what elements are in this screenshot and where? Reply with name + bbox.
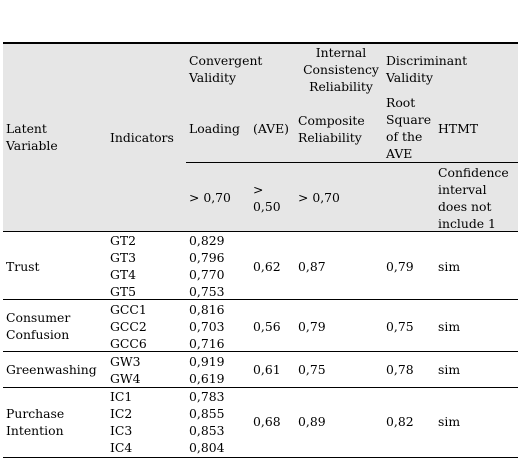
row-greenwashing-loading: 0,619 bbox=[189, 371, 225, 386]
header-loading: Loading bbox=[189, 121, 240, 136]
header-latent-variable: Latent Variable bbox=[6, 121, 58, 153]
row-consumer-confusion-indicator: GCC1 bbox=[110, 302, 147, 317]
header-internal-consistency: Internal Consistency Reliability bbox=[303, 45, 379, 94]
row-consumer-confusion-composite-reliability: 0,79 bbox=[298, 319, 326, 334]
row-greenwashing-htmt: sim bbox=[438, 362, 461, 377]
table-top-rule bbox=[3, 42, 518, 44]
header-root-square-ave: Root Square of the AVE bbox=[386, 95, 432, 161]
row-consumer-confusion-htmt: sim bbox=[438, 319, 461, 334]
row-purchase-intention-loading: 0,853 bbox=[189, 423, 225, 438]
row-greenwashing-variable: Greenwashing bbox=[6, 362, 97, 377]
row-rule-1 bbox=[3, 299, 518, 300]
row-purchase-intention-root-ave: 0,82 bbox=[386, 414, 414, 429]
row-consumer-confusion-loading: 0,703 bbox=[189, 319, 225, 334]
table-bottom-rule bbox=[3, 457, 518, 458]
row-greenwashing-loading: 0,919 bbox=[189, 354, 225, 369]
row-purchase-intention-variable: Purchase Intention bbox=[6, 406, 65, 438]
row-trust-root-ave: 0,79 bbox=[386, 259, 414, 274]
row-greenwashing-indicator: GW4 bbox=[110, 371, 141, 386]
row-trust-composite-reliability: 0,87 bbox=[298, 259, 326, 274]
row-trust-loading: 0,829 bbox=[189, 233, 225, 248]
row-purchase-intention-loading: 0,783 bbox=[189, 389, 225, 404]
row-consumer-confusion-loading: 0,716 bbox=[189, 336, 225, 351]
row-consumer-confusion-root-ave: 0,75 bbox=[386, 319, 414, 334]
header-convergent-validity: Convergent Validity bbox=[189, 53, 263, 85]
row-purchase-intention-indicator: IC4 bbox=[110, 440, 133, 455]
row-purchase-intention-indicator: IC2 bbox=[110, 406, 133, 421]
row-trust-indicator: GT4 bbox=[110, 267, 137, 282]
row-consumer-confusion-indicator: GCC2 bbox=[110, 319, 147, 334]
row-trust-ave: 0,62 bbox=[253, 259, 281, 274]
row-trust-loading: 0,796 bbox=[189, 250, 225, 265]
header-criteria-rule bbox=[186, 162, 518, 163]
header-discriminant-validity: Discriminant Validity bbox=[386, 53, 468, 85]
row-purchase-intention-loading: 0,804 bbox=[189, 440, 225, 455]
header-bottom-rule bbox=[3, 231, 518, 232]
row-trust-htmt: sim bbox=[438, 259, 461, 274]
row-trust-variable: Trust bbox=[6, 259, 40, 274]
row-consumer-confusion-indicator: GCC6 bbox=[110, 336, 147, 351]
row-trust-loading: 0,753 bbox=[189, 284, 225, 299]
row-greenwashing-indicator: GW3 bbox=[110, 354, 141, 369]
row-consumer-confusion-loading: 0,816 bbox=[189, 302, 225, 317]
header-ave: (AVE) bbox=[253, 121, 289, 136]
row-purchase-intention-indicator: IC1 bbox=[110, 389, 133, 404]
row-purchase-intention-composite-reliability: 0,89 bbox=[298, 414, 326, 429]
header-composite-reliability: Composite Reliability bbox=[298, 113, 365, 145]
row-greenwashing-root-ave: 0,78 bbox=[386, 362, 414, 377]
row-purchase-intention-indicator: IC3 bbox=[110, 423, 133, 438]
row-trust-indicator: GT2 bbox=[110, 233, 137, 248]
criterion-loading: > 0,70 bbox=[189, 190, 231, 205]
row-trust-indicator: GT5 bbox=[110, 284, 137, 299]
row-purchase-intention-htmt: sim bbox=[438, 414, 461, 429]
header-indicators: Indicators bbox=[110, 130, 174, 145]
row-trust-loading: 0,770 bbox=[189, 267, 225, 282]
row-consumer-confusion-variable: Consumer Confusion bbox=[6, 310, 71, 342]
row-greenwashing-ave: 0,61 bbox=[253, 362, 281, 377]
row-purchase-intention-ave: 0,68 bbox=[253, 414, 281, 429]
header-htmt: HTMT bbox=[438, 121, 479, 136]
criterion-composite-reliability: > 0,70 bbox=[298, 190, 340, 205]
row-rule-2 bbox=[3, 351, 518, 352]
row-consumer-confusion-ave: 0,56 bbox=[253, 319, 281, 334]
criterion-ave: > 0,50 bbox=[253, 182, 281, 214]
row-greenwashing-composite-reliability: 0,75 bbox=[298, 362, 326, 377]
row-rule-3 bbox=[3, 387, 518, 388]
criterion-htmt: Confidence interval does not include 1 bbox=[438, 165, 509, 231]
row-trust-indicator: GT3 bbox=[110, 250, 137, 265]
row-purchase-intention-loading: 0,855 bbox=[189, 406, 225, 421]
header-background bbox=[3, 42, 518, 231]
